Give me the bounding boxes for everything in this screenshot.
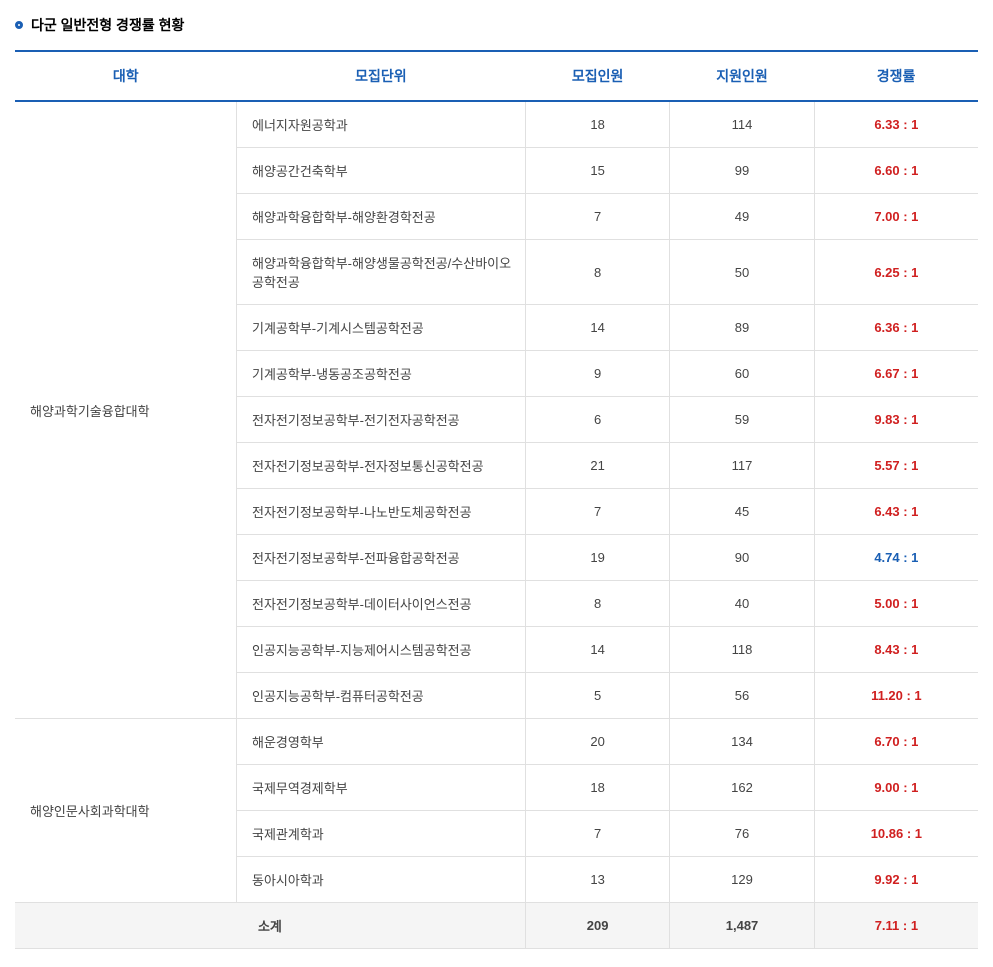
cell-major: 기계공학부-냉동공조공학전공 — [236, 351, 525, 397]
cell-applicants: 118 — [670, 627, 814, 673]
cell-applicants: 40 — [670, 581, 814, 627]
cell-ratio: 7.00 : 1 — [814, 194, 978, 240]
cell-major: 에너지자원공학과 — [236, 101, 525, 148]
cell-major: 기계공학부-기계시스템공학전공 — [236, 305, 525, 351]
cell-ratio: 9.92 : 1 — [814, 857, 978, 903]
cell-ratio: 6.33 : 1 — [814, 101, 978, 148]
cell-quota: 8 — [525, 581, 669, 627]
cell-applicants: 49 — [670, 194, 814, 240]
subtotal-quota: 209 — [525, 903, 669, 949]
cell-quota: 13 — [525, 857, 669, 903]
subtotal-label: 소계 — [15, 903, 525, 949]
cell-applicants: 56 — [670, 673, 814, 719]
subtotal-ratio: 7.11 : 1 — [814, 903, 978, 949]
header-college: 대학 — [15, 51, 236, 101]
cell-quota: 15 — [525, 148, 669, 194]
header-applicants: 지원인원 — [670, 51, 814, 101]
table-row: 해양인문사회과학대학해운경영학부201346.70 : 1 — [15, 719, 978, 765]
cell-ratio: 9.00 : 1 — [814, 765, 978, 811]
cell-college: 해양과학기술융합대학 — [15, 101, 236, 719]
cell-ratio: 4.74 : 1 — [814, 535, 978, 581]
cell-applicants: 117 — [670, 443, 814, 489]
competition-table: 대학 모집단위 모집인원 지원인원 경쟁률 해양과학기술융합대학에너지자원공학과… — [15, 50, 978, 949]
cell-quota: 18 — [525, 101, 669, 148]
cell-applicants: 90 — [670, 535, 814, 581]
cell-major: 해양과학융합학부-해양환경학전공 — [236, 194, 525, 240]
cell-ratio: 5.57 : 1 — [814, 443, 978, 489]
cell-applicants: 99 — [670, 148, 814, 194]
cell-quota: 9 — [525, 351, 669, 397]
cell-ratio: 5.00 : 1 — [814, 581, 978, 627]
bullet-icon — [15, 21, 23, 29]
cell-major: 해운경영학부 — [236, 719, 525, 765]
header-quota: 모집인원 — [525, 51, 669, 101]
cell-major: 국제관계학과 — [236, 811, 525, 857]
cell-ratio: 10.86 : 1 — [814, 811, 978, 857]
cell-quota: 8 — [525, 240, 669, 305]
cell-major: 해양공간건축학부 — [236, 148, 525, 194]
header-ratio: 경쟁률 — [814, 51, 978, 101]
cell-quota: 21 — [525, 443, 669, 489]
cell-major: 인공지능공학부-컴퓨터공학전공 — [236, 673, 525, 719]
subtotal-applicants: 1,487 — [670, 903, 814, 949]
cell-ratio: 6.25 : 1 — [814, 240, 978, 305]
cell-quota: 20 — [525, 719, 669, 765]
cell-major: 전자전기정보공학부-전기전자공학전공 — [236, 397, 525, 443]
cell-college: 해양인문사회과학대학 — [15, 719, 236, 903]
cell-quota: 18 — [525, 765, 669, 811]
cell-ratio: 11.20 : 1 — [814, 673, 978, 719]
title-text: 다군 일반전형 경쟁률 현황 — [31, 15, 184, 35]
cell-applicants: 134 — [670, 719, 814, 765]
cell-quota: 7 — [525, 194, 669, 240]
cell-ratio: 6.70 : 1 — [814, 719, 978, 765]
cell-major: 전자전기정보공학부-전파융합공학전공 — [236, 535, 525, 581]
cell-applicants: 129 — [670, 857, 814, 903]
cell-ratio: 9.83 : 1 — [814, 397, 978, 443]
section-title: 다군 일반전형 경쟁률 현황 — [15, 15, 978, 35]
cell-applicants: 76 — [670, 811, 814, 857]
cell-quota: 7 — [525, 489, 669, 535]
cell-major: 전자전기정보공학부-전자정보통신공학전공 — [236, 443, 525, 489]
cell-applicants: 45 — [670, 489, 814, 535]
cell-quota: 5 — [525, 673, 669, 719]
cell-major: 전자전기정보공학부-데이터사이언스전공 — [236, 581, 525, 627]
cell-major: 인공지능공학부-지능제어시스템공학전공 — [236, 627, 525, 673]
cell-applicants: 59 — [670, 397, 814, 443]
cell-applicants: 114 — [670, 101, 814, 148]
cell-ratio: 6.60 : 1 — [814, 148, 978, 194]
cell-major: 전자전기정보공학부-나노반도체공학전공 — [236, 489, 525, 535]
header-major: 모집단위 — [236, 51, 525, 101]
cell-quota: 19 — [525, 535, 669, 581]
cell-ratio: 8.43 : 1 — [814, 627, 978, 673]
cell-major: 국제무역경제학부 — [236, 765, 525, 811]
cell-major: 해양과학융합학부-해양생물공학전공/수산바이오공학전공 — [236, 240, 525, 305]
table-row: 해양과학기술융합대학에너지자원공학과181146.33 : 1 — [15, 101, 978, 148]
cell-ratio: 6.67 : 1 — [814, 351, 978, 397]
cell-applicants: 89 — [670, 305, 814, 351]
cell-applicants: 50 — [670, 240, 814, 305]
subtotal-row: 소계2091,4877.11 : 1 — [15, 903, 978, 949]
cell-applicants: 162 — [670, 765, 814, 811]
cell-quota: 14 — [525, 305, 669, 351]
cell-quota: 14 — [525, 627, 669, 673]
header-row: 대학 모집단위 모집인원 지원인원 경쟁률 — [15, 51, 978, 101]
cell-quota: 7 — [525, 811, 669, 857]
cell-major: 동아시아학과 — [236, 857, 525, 903]
cell-ratio: 6.36 : 1 — [814, 305, 978, 351]
cell-applicants: 60 — [670, 351, 814, 397]
cell-quota: 6 — [525, 397, 669, 443]
cell-ratio: 6.43 : 1 — [814, 489, 978, 535]
